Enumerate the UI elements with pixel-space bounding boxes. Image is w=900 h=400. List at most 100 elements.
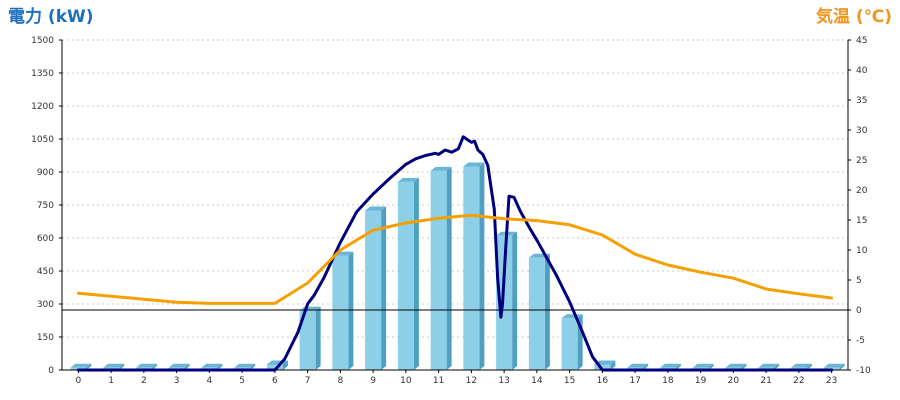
bar-front [594,364,611,370]
x-tick-label: 4 [207,376,213,386]
bar-front [463,166,480,370]
x-tick-label: 10 [400,376,412,386]
left-tick-label: 300 [37,300,54,310]
bar-side [250,363,256,370]
bar-side [413,177,419,370]
temperature-line [76,213,834,305]
x-tick-label: 1 [108,376,114,386]
x-tick-label: 7 [305,376,311,386]
bar-top [790,363,812,368]
x-tick-label: 19 [695,376,707,386]
left-tick-label: 1200 [31,102,54,112]
bar-top [201,363,223,368]
right-tick-label: 5 [856,276,862,286]
bar-front [430,170,447,370]
x-tick-label: 8 [338,376,344,386]
bar-front [397,181,414,370]
x-tick-label: 16 [597,376,609,386]
bar-top [168,363,190,368]
left-axis-label: 電力 (kW) [8,6,94,27]
bar-front [332,255,349,370]
x-tick-label: 17 [629,376,640,386]
bar-side [348,251,354,370]
bar-side [610,360,616,370]
right-tick-label: 25 [856,156,867,166]
tick-labels: 01503004506007509001050120013501500-10-5… [31,36,871,386]
x-tick-label: 22 [793,376,804,386]
right-tick-label: -5 [856,336,865,346]
axes [59,39,851,373]
bar-top [758,363,780,368]
bar [528,253,550,370]
x-tick-label: 23 [826,376,837,386]
bar-top [430,166,452,171]
bar-top [725,363,747,368]
right-tick-label: 0 [856,306,862,316]
bar-top [692,363,714,368]
left-tick-label: 1500 [31,36,54,46]
bar-top [823,363,845,368]
x-tick-label: 21 [760,376,771,386]
left-tick-label: 150 [37,333,54,343]
bar-top [365,206,387,211]
right-tick-label: 45 [856,36,867,46]
series-lines [76,135,834,372]
bar-top [627,363,649,368]
x-tick-label: 0 [76,376,82,386]
bar-front [496,235,513,370]
bar-front [561,318,578,370]
left-tick-label: 450 [37,267,54,277]
bar-side [774,363,780,370]
bar-side [282,360,288,370]
left-tick-label: 900 [37,168,54,178]
bar-front [365,210,382,370]
left-tick-label: 1350 [31,69,54,79]
x-tick-label: 15 [564,376,575,386]
right-tick-label: 30 [856,126,868,136]
right-tick-label: 40 [856,66,868,76]
x-tick-label: 9 [370,376,376,386]
gridlines [62,39,848,338]
bar-side [151,363,157,370]
right-axis-label: 気温 (℃) [815,6,892,27]
bar-top [103,363,125,368]
bar-top [70,363,92,368]
bar-top [234,363,256,368]
bar [496,231,518,370]
left-tick-label: 750 [37,201,54,211]
left-tick-label: 0 [48,366,54,376]
bar-side [544,253,550,370]
bar-top [397,177,419,182]
x-tick-label: 3 [174,376,180,386]
bar-front [528,257,545,370]
bar-front [266,364,283,370]
bar-side [708,363,714,370]
bar-side [315,306,321,370]
right-tick-label: -10 [856,366,871,376]
left-tick-label: 600 [37,234,54,244]
x-tick-label: 12 [466,376,477,386]
power-bars [70,162,845,370]
bar-top [463,162,485,167]
bar-top [135,363,157,368]
bar-top [594,360,616,365]
bar-side [839,363,845,370]
bar [397,177,419,370]
left-tick-label: 1050 [31,135,54,145]
bar-side [806,363,812,370]
power-line [76,135,834,372]
bar-side [119,363,125,370]
bar-side [643,363,649,370]
bar-top [659,363,681,368]
bar-side [184,363,190,370]
bar-side [446,166,452,370]
bar [594,360,616,370]
x-tick-label: 11 [433,376,444,386]
bar-side [675,363,681,370]
right-tick-label: 10 [856,246,868,256]
x-tick-label: 20 [728,376,740,386]
right-tick-label: 15 [856,216,867,226]
bar [332,251,354,370]
right-tick-label: 20 [856,186,868,196]
